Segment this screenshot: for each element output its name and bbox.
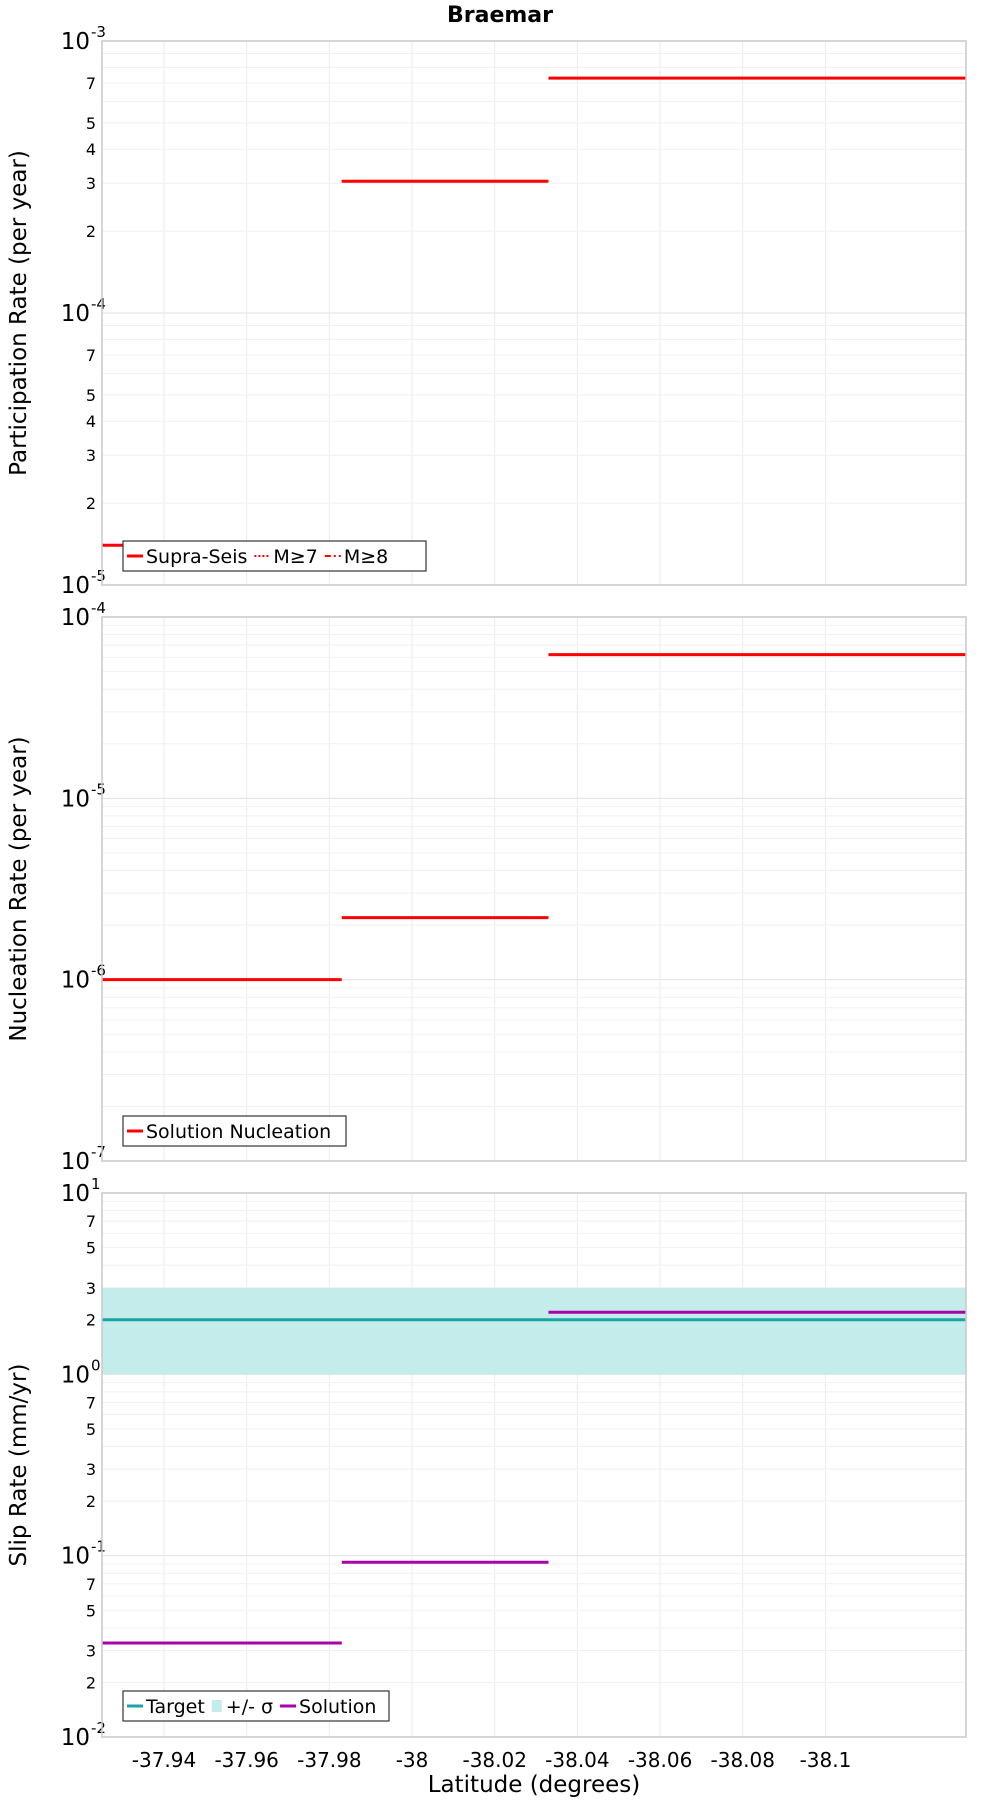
y-tick-minor-label: 3 [86,446,96,465]
plot-frame [101,40,967,586]
y-tick-minor-label: 7 [86,74,96,93]
y-tick-minor-label: 5 [86,386,96,405]
y-tick-exponent: -4 [91,295,106,313]
y-tick-minor-label: 2 [86,1492,96,1511]
plot-area [102,1193,966,1737]
y-tick-label: 10 [61,1362,90,1388]
y-tick-minor-label: 5 [86,1239,96,1258]
legend: Target +/- σ Solution [122,1690,390,1722]
y-tick-minor-label: 5 [86,1601,96,1620]
y-tick-exponent: -6 [91,962,106,980]
y-tick-exponent: -1 [91,1538,106,1556]
legend-label: Target [145,1696,205,1718]
legend-box [122,540,427,572]
y-tick-minor-label: 4 [86,412,96,431]
y-tick-minor-label: 7 [86,1393,96,1412]
x-axis-label: Latitude (degrees) [428,1772,641,1798]
y-tick-label: 10 [61,1544,90,1570]
y-tick-exponent: -5 [91,567,106,585]
y-tick-minor-label: 3 [86,1279,96,1298]
y-axis-label: Nucleation Rate (per year) [6,736,32,1041]
y-tick-minor-label: 2 [86,222,96,241]
y-tick-label: 10 [61,605,90,631]
y-tick-label: 10 [61,968,90,994]
x-tick-label: -38 [396,1748,429,1772]
y-tick-minor-label: 3 [86,1641,96,1660]
legend-label: Supra-Seis [146,546,247,568]
y-tick-minor-label: 5 [86,1420,96,1439]
y-tick-minor-label: 2 [86,494,96,513]
x-tick-label: -38.04 [545,1748,609,1772]
plot-frame [101,616,967,1162]
x-tick-label: -38.1 [800,1748,852,1772]
y-tick-minor-label: 5 [86,114,96,133]
legend-box [122,1115,347,1147]
y-axis-label: Slip Rate (mm/yr) [6,1364,32,1567]
legend-label: Solution [299,1696,376,1718]
y-tick-label: 10 [61,786,90,812]
y-tick-minor-label: 2 [86,1673,96,1692]
y-tick-minor-label: 3 [86,174,96,193]
y-tick-exponent: -2 [91,1719,106,1737]
legend-label: +/- σ [226,1696,273,1718]
y-axis-label: Participation Rate (per year) [6,150,32,476]
y-tick-minor-label: 4 [86,140,96,159]
y-tick-minor-label: 3 [86,1460,96,1479]
legend-label: M≥7 [273,546,317,568]
x-tick-label: -37.94 [132,1748,196,1772]
legend-label: Solution Nucleation [146,1121,331,1143]
chart-title: Braemar [447,3,553,28]
x-tick-label: -38.08 [711,1748,775,1772]
legend-swatch [211,1700,222,1712]
legend-box [122,1690,390,1722]
y-tick-label: 10 [61,29,90,55]
y-tick-exponent: 1 [91,1175,101,1193]
y-tick-minor-label: 7 [86,346,96,365]
y-tick-minor-label: 7 [86,1575,96,1594]
x-tick-label: -37.96 [214,1748,278,1772]
sigma-band [102,1287,966,1375]
legend-label: M≥8 [344,546,388,568]
y-tick-label: 10 [61,1149,90,1175]
y-tick-minor-label: 7 [86,1212,96,1231]
y-tick-label: 10 [61,1725,90,1751]
plot-frame [101,1192,967,1738]
legend: Supra-Seis M≥7 M≥8 [122,540,427,572]
y-tick-exponent: -5 [91,780,106,798]
y-tick-label: 10 [61,573,90,599]
y-tick-exponent: -4 [91,599,106,617]
y-tick-label: 10 [61,301,90,327]
x-tick-label: -38.02 [462,1748,526,1772]
y-tick-exponent: -3 [91,23,106,41]
plot-area [102,617,966,1161]
legend: Solution Nucleation [122,1115,347,1147]
y-tick-minor-label: 2 [86,1311,96,1330]
x-tick-label: -38.06 [628,1748,692,1772]
y-tick-exponent: -7 [91,1143,106,1161]
y-tick-label: 10 [61,1181,90,1207]
y-tick-exponent: 0 [91,1356,101,1374]
x-tick-label: -37.98 [297,1748,361,1772]
